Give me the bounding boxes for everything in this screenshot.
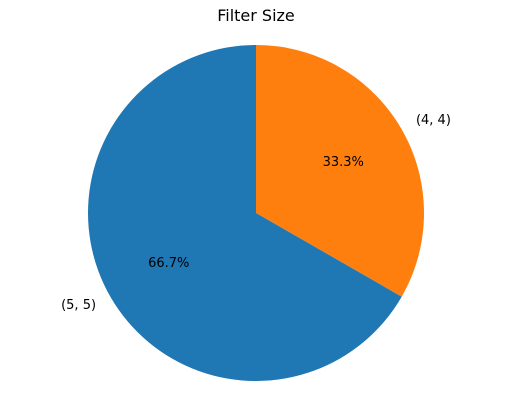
slice-category-label: (5, 5) bbox=[61, 298, 96, 313]
slice-percent-label: 33.3% bbox=[323, 155, 364, 170]
pie-slice bbox=[88, 45, 402, 381]
slice-category-label: (4, 4) bbox=[416, 113, 451, 128]
chart-title: Filter Size bbox=[217, 6, 295, 25]
pie-slice bbox=[256, 45, 425, 297]
slice-percent-label: 66.7% bbox=[148, 256, 189, 271]
labels-group: 33.3% (4, 4) 66.7% (5, 5) bbox=[61, 113, 451, 313]
slices-group bbox=[88, 45, 425, 381]
